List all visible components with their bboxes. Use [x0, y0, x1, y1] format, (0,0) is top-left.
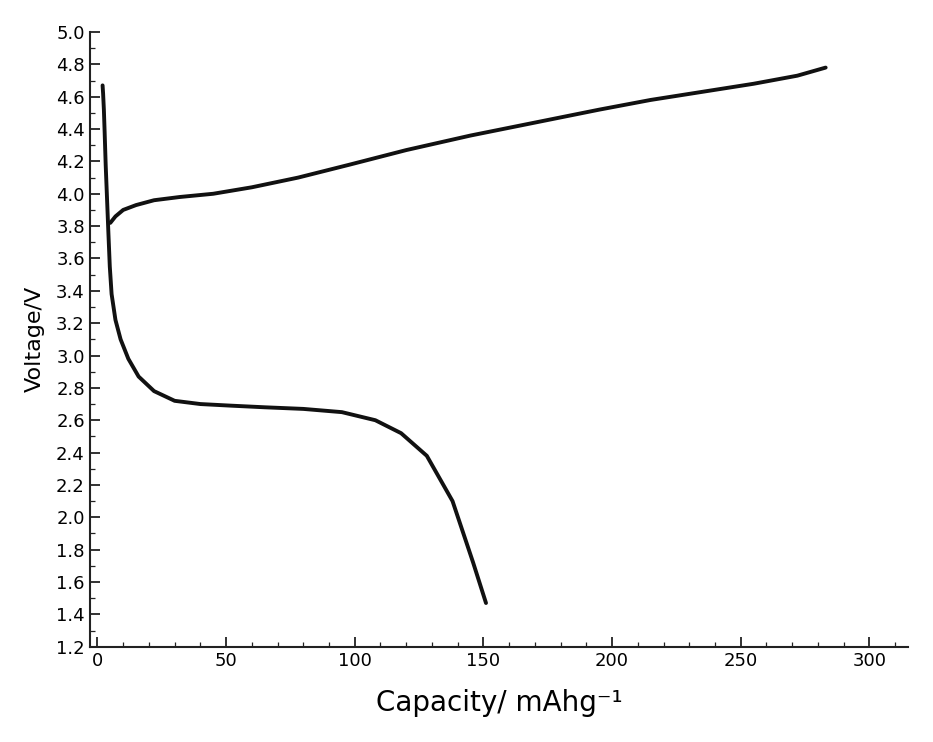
Y-axis label: Voltage/V: Voltage/V — [25, 286, 45, 393]
X-axis label: Capacity/ mAhg⁻¹: Capacity/ mAhg⁻¹ — [376, 689, 622, 717]
